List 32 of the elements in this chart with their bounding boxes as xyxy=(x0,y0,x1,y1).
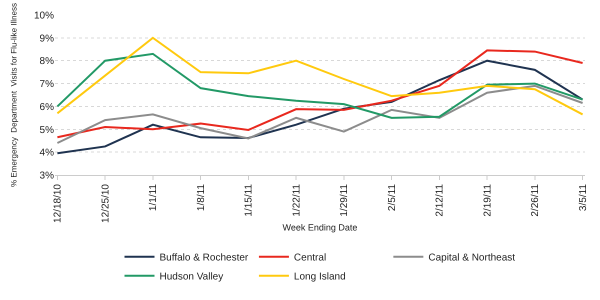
legend-label: Hudson Valley xyxy=(160,272,224,283)
line-series xyxy=(56,52,584,119)
y-tick-label: 8% xyxy=(40,56,54,68)
y-tick-label: 3% xyxy=(40,170,54,182)
line-series xyxy=(56,49,584,138)
line-series xyxy=(56,60,584,154)
x-tick-label: 2/5/11 xyxy=(386,184,398,212)
x-tick-label: 2/26/11 xyxy=(530,184,542,217)
y-tick-label: 7% xyxy=(40,79,54,90)
x-tick-label: 12/25/10 xyxy=(100,184,112,223)
x-axis-title: Week Ending Date xyxy=(282,222,358,233)
x-tick-label: 3/5/11 xyxy=(578,184,589,212)
y-tick-label: 9% xyxy=(40,33,54,44)
x-tick-label: 1/15/11 xyxy=(244,184,255,217)
x-tick-label: 1/22/11 xyxy=(291,184,302,217)
x-tick-label: 1/1/11 xyxy=(148,184,160,212)
x-tick-label: 1/29/11 xyxy=(339,184,350,217)
legend-label: Central xyxy=(294,252,326,264)
y-axis-title: % Emergency Department Visits for Flu-like Illness xyxy=(10,3,19,187)
x-tick-label: 2/12/11 xyxy=(434,184,446,217)
line-series xyxy=(56,36,584,116)
y-tick-label: 4% xyxy=(40,148,54,159)
x-tick-label: 2/19/11 xyxy=(482,184,494,217)
y-tick-label: 5% xyxy=(40,124,54,136)
line-series xyxy=(56,84,584,144)
legend-label: Capital & Northeast xyxy=(428,252,516,264)
x-tick-label: 12/18/10 xyxy=(52,184,64,223)
legend-label: Buffalo & Rochester xyxy=(160,252,249,264)
y-tick-label: 6% xyxy=(40,102,54,113)
legend-label: Long Island xyxy=(294,272,346,283)
x-tick-label: 1/8/11 xyxy=(196,184,207,212)
y-tick-label: 10% xyxy=(34,10,54,22)
